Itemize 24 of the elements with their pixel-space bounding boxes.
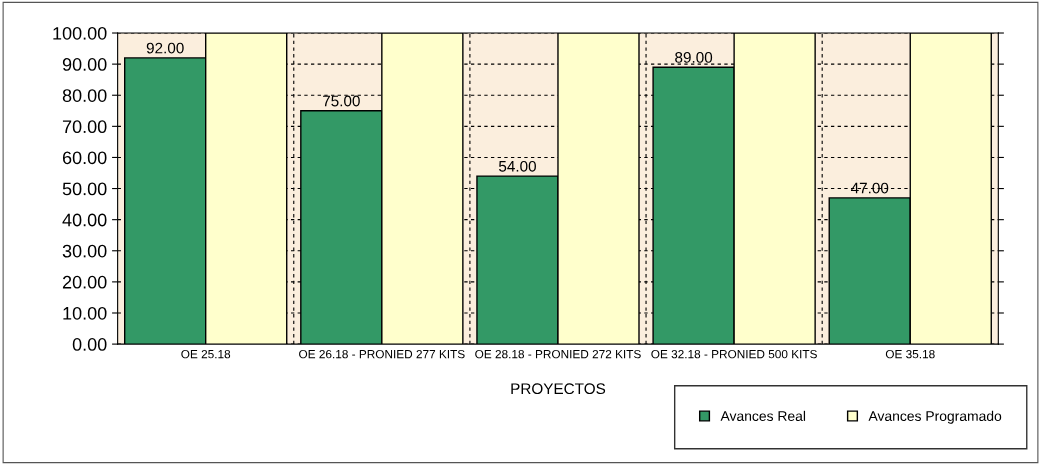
- x-tick-label: OE 26.18 - PRONIED 277 KITS: [299, 349, 465, 359]
- data-label: 75.00: [323, 95, 360, 107]
- y-tick-label: 40.00: [62, 213, 107, 227]
- x-tick-label: OE 28.18 - PRONIED 272 KITS: [475, 349, 641, 359]
- x-tick-label: OE 25.18: [181, 349, 231, 359]
- y-tick-label: 80.00: [62, 89, 107, 102]
- y-tick-label: 50.00: [62, 182, 107, 196]
- y-tick-label: 20.00: [62, 275, 107, 289]
- y-tick-label: 70.00: [62, 120, 107, 134]
- data-label: 54.00: [498, 160, 536, 172]
- x-axis-title: PROYECTOS: [511, 383, 606, 395]
- data-label: 47.00: [850, 182, 889, 194]
- x-tick-label: OE 35.18: [885, 349, 935, 359]
- y-tick-label: 0.00: [72, 338, 107, 351]
- y-tick-label: 60.00: [62, 151, 107, 165]
- y-tick-label: 30.00: [62, 244, 107, 258]
- x-tick-label: OE 32.18 - PRONIED 500 KITS: [651, 349, 817, 359]
- legend-label: Avances Real: [720, 410, 806, 422]
- data-label: 89.00: [675, 52, 713, 63]
- legend-label: Avances Programado: [868, 410, 1002, 424]
- data-label: 92.00: [146, 42, 184, 54]
- y-tick-label: 100.00: [53, 26, 107, 40]
- y-tick-label: 90.00: [62, 58, 107, 71]
- y-tick-label: 10.00: [63, 306, 107, 320]
